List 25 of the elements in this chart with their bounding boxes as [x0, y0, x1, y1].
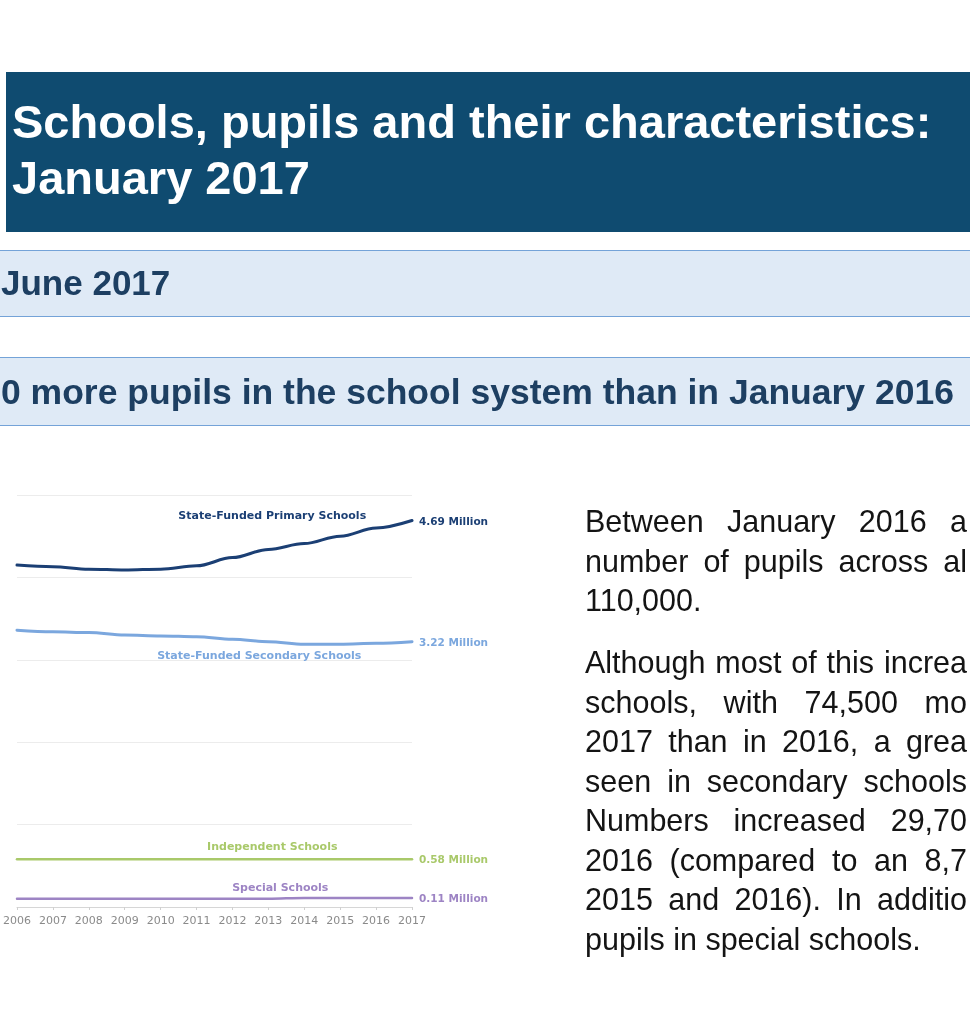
x-tick-label: 2015	[326, 914, 355, 927]
x-tick-label: 2016	[362, 914, 391, 927]
x-tick-label: 2011	[182, 914, 211, 927]
x-tick-label: 2017	[398, 914, 426, 927]
text: 0 more pupils in the school system than in January 2016	[0, 357, 970, 426]
x-tick-label: 2014	[290, 914, 319, 927]
series-label: Independent Schools	[207, 840, 338, 854]
x-tick-label: 2012	[218, 914, 247, 927]
data-label: 0.58 Million	[419, 853, 489, 866]
series-label: State-Funded Primary Schools	[178, 508, 367, 522]
x-tick-label: 2010	[146, 914, 175, 927]
data-label: 4.69 Million	[419, 514, 489, 527]
chart-title: Schools, pupils and their characteristics: January 2017	[6, 72, 970, 232]
x-tick-label: 2008	[74, 914, 103, 927]
x-tick-label: 2013	[254, 914, 283, 927]
chart-subtitle: June 2017	[0, 250, 970, 317]
x-tick-label: 2006	[3, 914, 31, 927]
series-label: Special Schools	[232, 880, 329, 894]
data-label: 3.22 Million	[419, 635, 489, 648]
x-tick-label: 2009	[110, 914, 139, 927]
text: Between January 2016 a number of pupils across al 110,000.	[585, 503, 967, 619]
text: Although most of this increa schools, with 74,500 mo 2017 than in 2016, a grea seen in secondary schools Numbers increased 29,70 2016 (compared to an 8,7 2015 and 2016). In additio pupils in special schools.	[585, 644, 967, 959]
series-label: State-Funded Secondary Schools	[157, 649, 362, 663]
data-label: 0.11 Million	[419, 891, 489, 904]
x-tick-label: 2007	[38, 914, 67, 927]
